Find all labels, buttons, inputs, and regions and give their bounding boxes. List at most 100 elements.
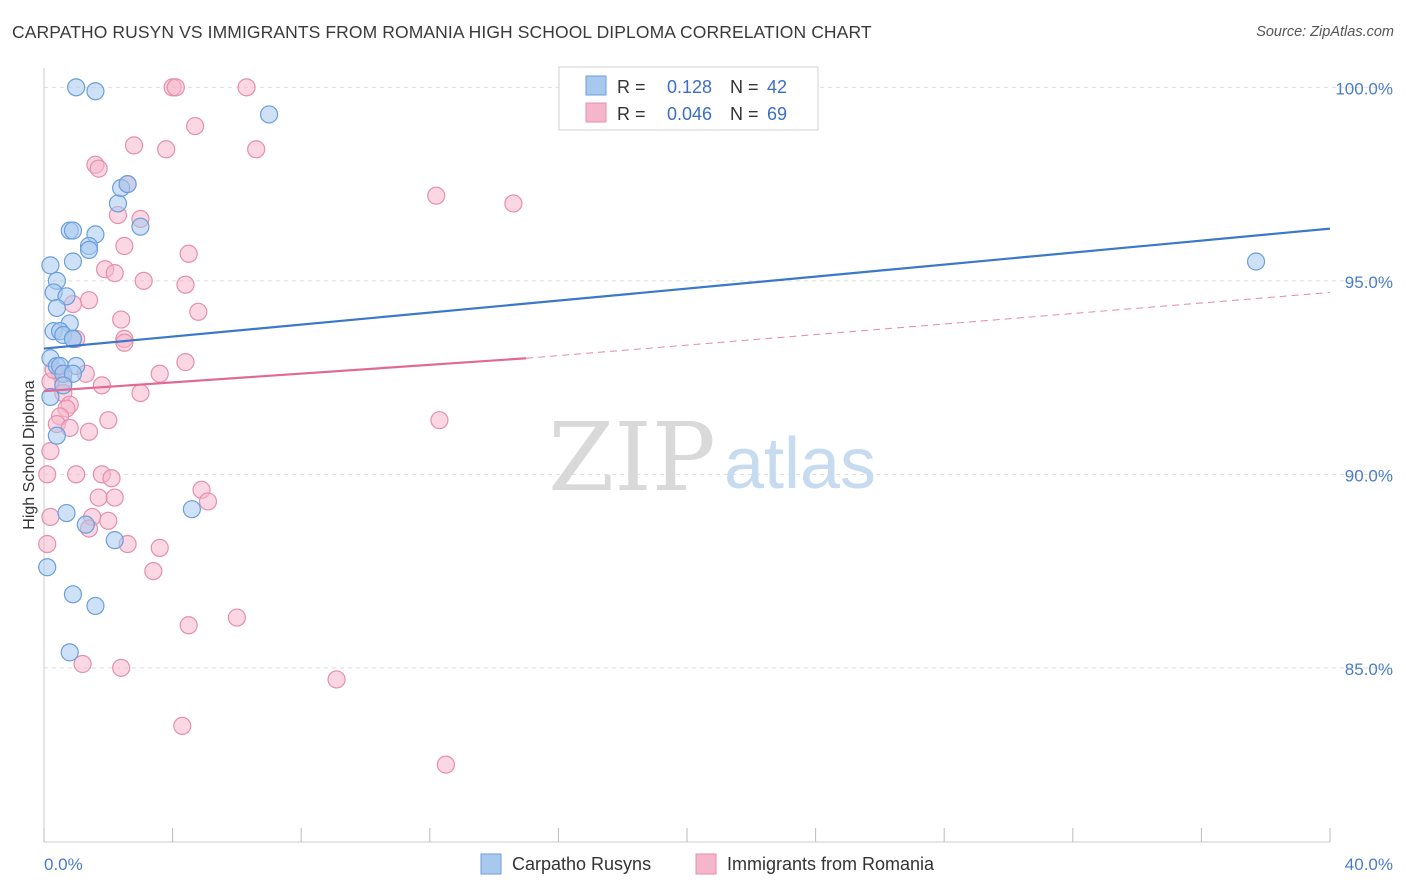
legend-n-value-2: 69 — [767, 104, 787, 124]
data-point — [131, 383, 150, 403]
data-point — [47, 298, 66, 318]
data-point — [112, 658, 131, 677]
data-point — [327, 670, 346, 689]
watermark: ZIP atlas — [548, 403, 876, 513]
data-point — [38, 558, 57, 577]
data-point — [115, 333, 134, 352]
watermark-atlas: atlas — [724, 424, 876, 504]
data-point — [176, 353, 195, 372]
x-tick-label: 40.0% — [1345, 855, 1393, 874]
data-point — [86, 596, 105, 616]
data-point — [124, 136, 144, 155]
data-point — [63, 252, 83, 271]
data-point — [436, 755, 455, 774]
data-point — [166, 78, 185, 97]
data-point — [189, 302, 208, 321]
data-point — [89, 159, 108, 178]
data-point — [115, 236, 134, 256]
legend-n-value-1: 42 — [767, 77, 787, 97]
legend-box: R = 0.128 N = 42 R = 0.046 N = 69 — [558, 66, 819, 131]
data-point — [41, 387, 60, 407]
data-point — [131, 217, 150, 236]
data-point — [112, 310, 131, 329]
data-point — [92, 376, 111, 395]
x-tick-label: 0.0% — [44, 855, 83, 874]
data-point — [41, 507, 60, 527]
y-axis-label: High School Diploma — [21, 380, 38, 530]
data-point — [150, 364, 169, 383]
data-point — [41, 256, 60, 275]
data-point — [176, 275, 195, 294]
data-point — [118, 175, 137, 194]
data-point — [67, 465, 86, 484]
y-tick-labels: 85.0% 90.0% 95.0% 100.0% — [1335, 79, 1393, 679]
legend-swatch-pink — [585, 102, 607, 123]
data-point — [198, 492, 218, 511]
data-point — [99, 511, 118, 530]
data-point — [41, 442, 60, 461]
data-point — [105, 531, 124, 550]
data-point — [79, 240, 99, 259]
data-point — [157, 140, 176, 159]
data-point — [47, 426, 66, 445]
trend-line-extension-immigrants-from-romania — [526, 291, 1331, 359]
data-point — [38, 534, 57, 554]
data-point — [186, 116, 205, 136]
data-point — [60, 643, 79, 662]
y-tick-label: 90.0% — [1345, 466, 1393, 485]
data-point — [57, 503, 76, 523]
data-point — [237, 78, 256, 97]
data-point — [182, 500, 201, 519]
data-point — [134, 271, 153, 290]
data-point — [179, 244, 198, 263]
data-point — [1246, 252, 1266, 271]
y-tick-label: 95.0% — [1345, 273, 1393, 292]
data-point — [227, 608, 246, 627]
legend-r-label-1: R = — [617, 77, 646, 97]
data-point — [76, 515, 95, 534]
legend-r-value-1: 0.128 — [667, 77, 712, 97]
data-point — [63, 329, 83, 348]
data-point — [99, 411, 118, 430]
watermark-zip: ZIP — [548, 403, 715, 513]
series-carpatho-rusyns — [38, 78, 1266, 662]
bottom-legend-label-blue: Carpatho Rusyns — [512, 854, 651, 874]
data-point — [427, 186, 446, 205]
grid-lines — [44, 86, 1392, 669]
trend-line-carpatho-rusyns — [43, 227, 1331, 350]
legend-r-label-2: R = — [617, 104, 646, 124]
data-point — [108, 194, 128, 213]
data-point — [105, 264, 124, 283]
legend-n-label-2: N = — [730, 104, 759, 124]
y-tick-label: 100.0% — [1335, 79, 1393, 98]
bottom-legend-swatch-pink — [695, 853, 717, 875]
data-point — [63, 221, 83, 240]
data-point — [504, 194, 523, 213]
chart-source: Source: ZipAtlas.com — [1256, 24, 1394, 40]
data-point — [57, 287, 76, 306]
bottom-legend-label-pink: Immigrants from Romania — [727, 854, 935, 874]
data-point — [79, 291, 99, 310]
data-point — [79, 422, 99, 441]
data-point — [247, 140, 266, 159]
data-point — [173, 716, 192, 736]
data-point — [89, 488, 108, 507]
data-point — [73, 654, 92, 674]
bottom-legend: Carpatho Rusyns Immigrants from Romania — [480, 853, 935, 875]
y-tick-label: 85.0% — [1345, 660, 1393, 679]
data-point — [430, 411, 449, 430]
trend-lines — [43, 227, 1331, 393]
data-point — [150, 538, 169, 557]
data-point — [67, 78, 86, 97]
data-point — [259, 105, 279, 124]
legend-n-label-1: N = — [730, 77, 759, 97]
series-immigrants-from-romania — [38, 78, 523, 774]
data-point — [86, 82, 105, 101]
x-tick-labels: 0.0% 40.0% — [44, 855, 1393, 874]
legend-swatch-blue — [585, 75, 607, 96]
data-point — [179, 616, 198, 635]
data-point — [144, 561, 163, 581]
trend-line-immigrants-from-romania — [43, 357, 527, 393]
data-point — [38, 465, 57, 484]
